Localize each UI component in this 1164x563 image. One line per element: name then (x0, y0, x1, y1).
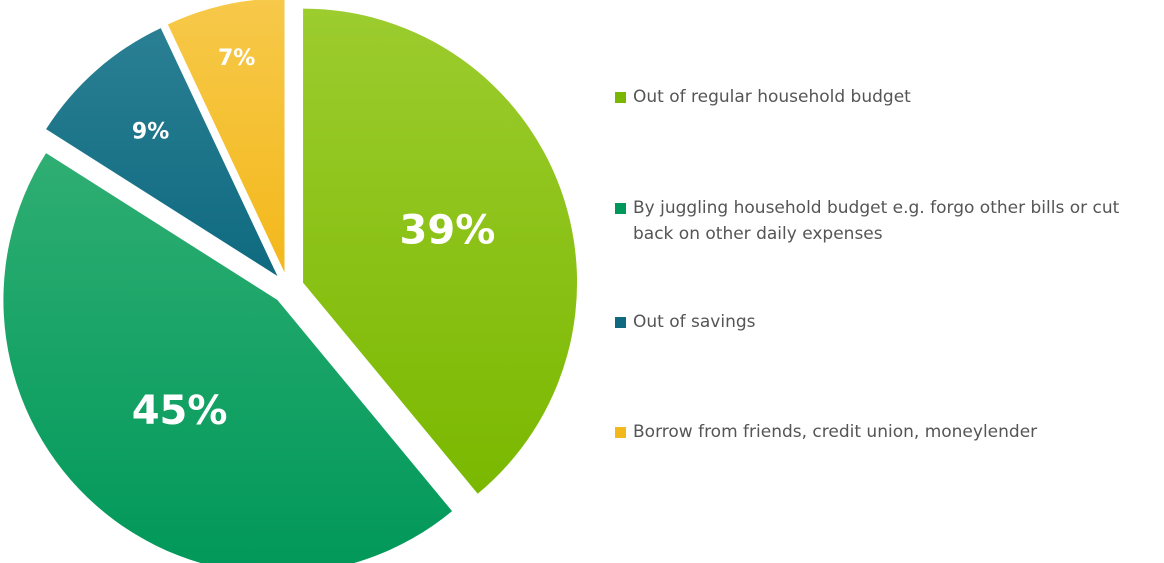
slice-label-juggling-budget: 45% (132, 388, 228, 434)
legend-swatch-regular-budget (615, 92, 626, 103)
legend-item-juggling-budget: By juggling household budget e.g. forgo … (615, 195, 1160, 247)
legend-label-juggling-budget: By juggling household budget e.g. forgo … (633, 198, 1120, 244)
legend-label-regular-budget: Out of regular household budget (633, 87, 911, 107)
legend-label-borrow: Borrow from friends, credit union, money… (633, 422, 1038, 442)
pie-slice-regular-budget (303, 8, 578, 494)
slice-label-borrow: 7% (218, 46, 255, 71)
pie-slice-savings (46, 28, 278, 276)
legend-item-borrow: Borrow from friends, credit union, money… (615, 419, 1160, 445)
slice-label-regular-budget: 39% (400, 208, 496, 254)
slice-label-savings: 9% (132, 120, 169, 145)
legend-swatch-juggling-budget (615, 203, 626, 214)
pie-chart: 39% 45% 9% 7% (3, 0, 578, 563)
chart-legend: Out of regular household budget By juggl… (615, 0, 1160, 563)
pie-slice-borrow (167, 0, 285, 273)
legend-item-savings: Out of savings (615, 309, 1160, 335)
legend-label-savings: Out of savings (633, 312, 756, 332)
legend-swatch-savings (615, 317, 626, 328)
pie-slice-juggling-budget (3, 153, 453, 563)
legend-swatch-borrow (615, 427, 626, 438)
legend-item-regular-budget: Out of regular household budget (615, 84, 1160, 110)
